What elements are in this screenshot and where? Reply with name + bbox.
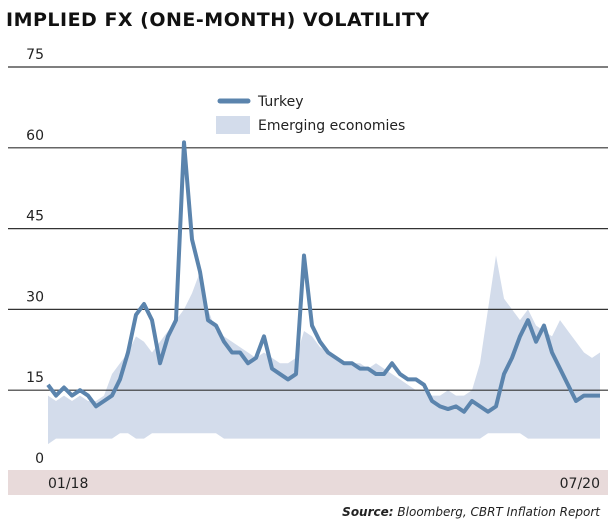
y-tick-label: 0 — [35, 451, 44, 467]
x-tick-label: 07/20 — [560, 476, 600, 492]
source-label: Source: — [342, 505, 393, 519]
legend-swatch — [216, 116, 250, 134]
y-tick-label: 45 — [26, 209, 44, 225]
legend-label: Emerging economies — [258, 118, 405, 134]
y-tick-label: 30 — [26, 289, 44, 305]
source-text: Bloomberg, CBRT Inflation Report — [397, 505, 601, 519]
turkey-line — [46, 140, 600, 414]
plot: 0 15 30 45 60 75 01/18 07/20 Turkey Emerging econ… — [8, 47, 608, 492]
y-tick-label: 15 — [26, 370, 44, 386]
x-axis-band — [8, 470, 608, 495]
y-tick-label: 60 — [26, 128, 44, 144]
y-tick-label: 75 — [26, 47, 44, 63]
legend-label: Turkey — [257, 94, 304, 110]
chart-title: IMPLIED FX (ONE-MONTH) VOLATILITY — [6, 9, 430, 31]
source: Source: Bloomberg, CBRT Inflation Report — [342, 505, 601, 519]
x-tick-label: 01/18 — [48, 476, 88, 492]
